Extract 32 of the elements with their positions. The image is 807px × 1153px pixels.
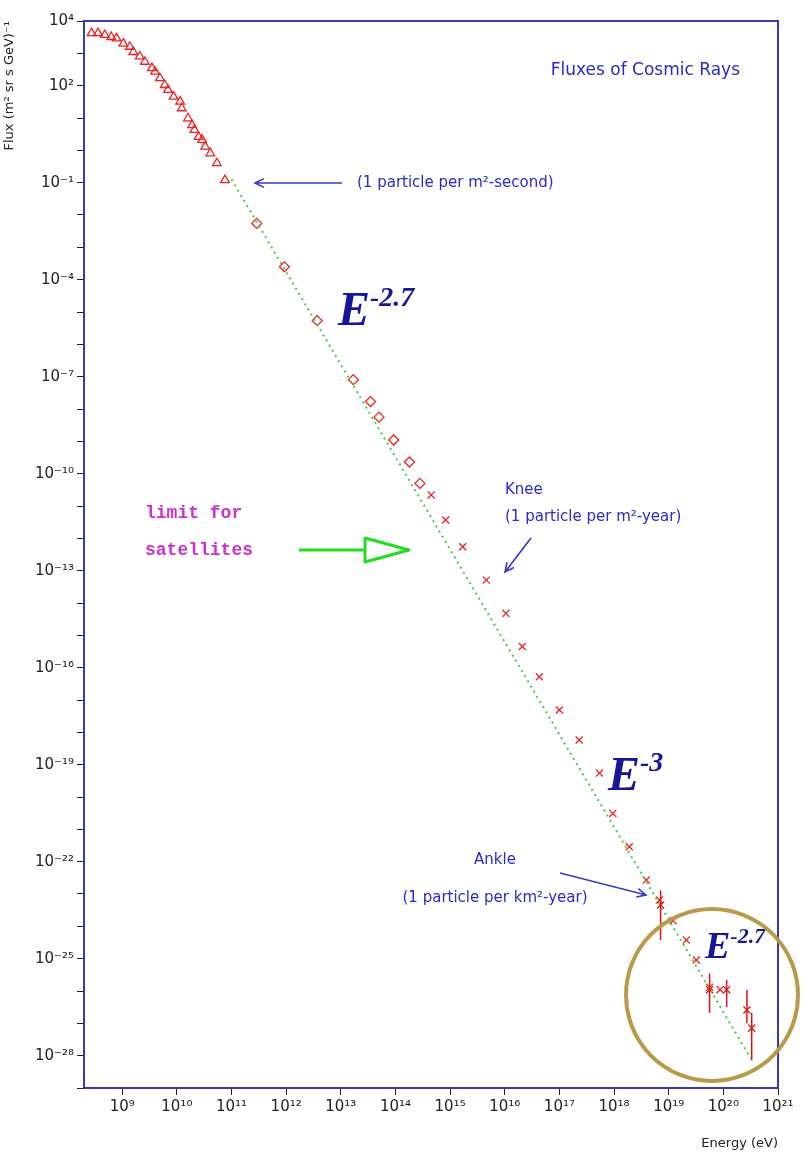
- x-tick-label: 10¹⁸: [598, 1096, 630, 1115]
- text: Ankle (1 particle per km²-year): [402, 849, 588, 906]
- y-tick-label: 10⁻²²: [34, 851, 74, 870]
- y-tick-label: 10⁻¹⁹: [34, 754, 74, 773]
- x-tick-label: 10¹⁷: [543, 1096, 575, 1115]
- x-tick-label: 10¹⁶: [489, 1096, 521, 1115]
- x-tick-label: 10¹¹: [215, 1096, 248, 1115]
- annotation: Knee (1 particle per m²-year): [505, 479, 682, 525]
- annotation: (1 particle per m²-second): [357, 172, 554, 191]
- x-tick-label: 10¹²: [270, 1096, 302, 1115]
- y-tick-label: 10²: [48, 75, 74, 94]
- y-tick-label: 10⁻²⁵: [34, 948, 74, 967]
- x-tick-label: 10¹⁰: [161, 1096, 193, 1115]
- x-tick-label: 10¹⁵: [434, 1096, 466, 1115]
- x-tick-label: 10²¹: [762, 1096, 794, 1115]
- annotation: limit for satellites: [145, 502, 254, 560]
- y-tick-label: 10⁴: [48, 10, 74, 29]
- y-axis-title: Flux (m² sr s GeV)⁻¹: [1, 21, 17, 151]
- x-axis-title: Energy (eV): [701, 1134, 778, 1150]
- x-tick-label: 10¹⁹: [653, 1096, 685, 1115]
- y-tick-label: 10⁻¹: [40, 172, 74, 191]
- y-tick-label: 10⁻⁷: [40, 366, 74, 385]
- x-tick-label: 10⁹: [109, 1096, 135, 1115]
- text: Fluxes of Cosmic Rays: [550, 59, 741, 80]
- x-tick-label: 10¹⁴: [379, 1096, 412, 1115]
- y-tick-label: 10⁻¹⁶: [34, 657, 74, 676]
- y-tick-label: 10⁻²⁸: [34, 1045, 74, 1064]
- y-tick-label: 10⁻¹³: [34, 560, 74, 579]
- y-tick-label: 10⁻⁴: [40, 269, 74, 288]
- y-tick-label: 10⁻¹⁰: [34, 463, 74, 482]
- x-tick-label: 10¹³: [325, 1096, 357, 1115]
- x-tick-label: 10²⁰: [707, 1096, 739, 1115]
